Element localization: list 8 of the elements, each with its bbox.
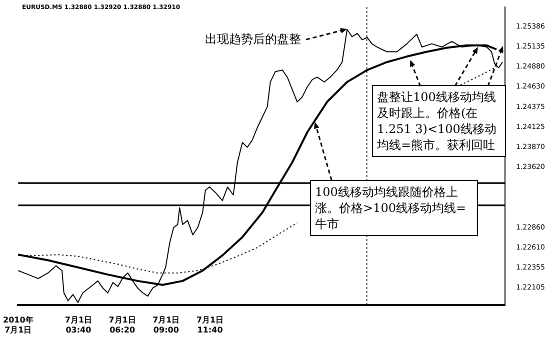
- x-tick-label: 7月1日 06:20: [108, 316, 136, 334]
- annotation: 100线移动均线跟随价格上涨。价格>100线移动均线=牛市: [310, 180, 478, 236]
- x-tick-label: 2010年 7月1日: [3, 316, 34, 334]
- annotation: 出现趋势后的盘整: [205, 31, 302, 47]
- annotation: 盘整让100线移动均线及时跟上。价格(在1.251 3)<100线移动均线=熊市。获利回吐: [372, 85, 506, 157]
- x-tick-label: 7月1日 11:40: [196, 316, 224, 334]
- x-tick-label: 7月1日 03:40: [64, 316, 92, 334]
- x-tick-label: 7月1日 09:00: [152, 316, 180, 334]
